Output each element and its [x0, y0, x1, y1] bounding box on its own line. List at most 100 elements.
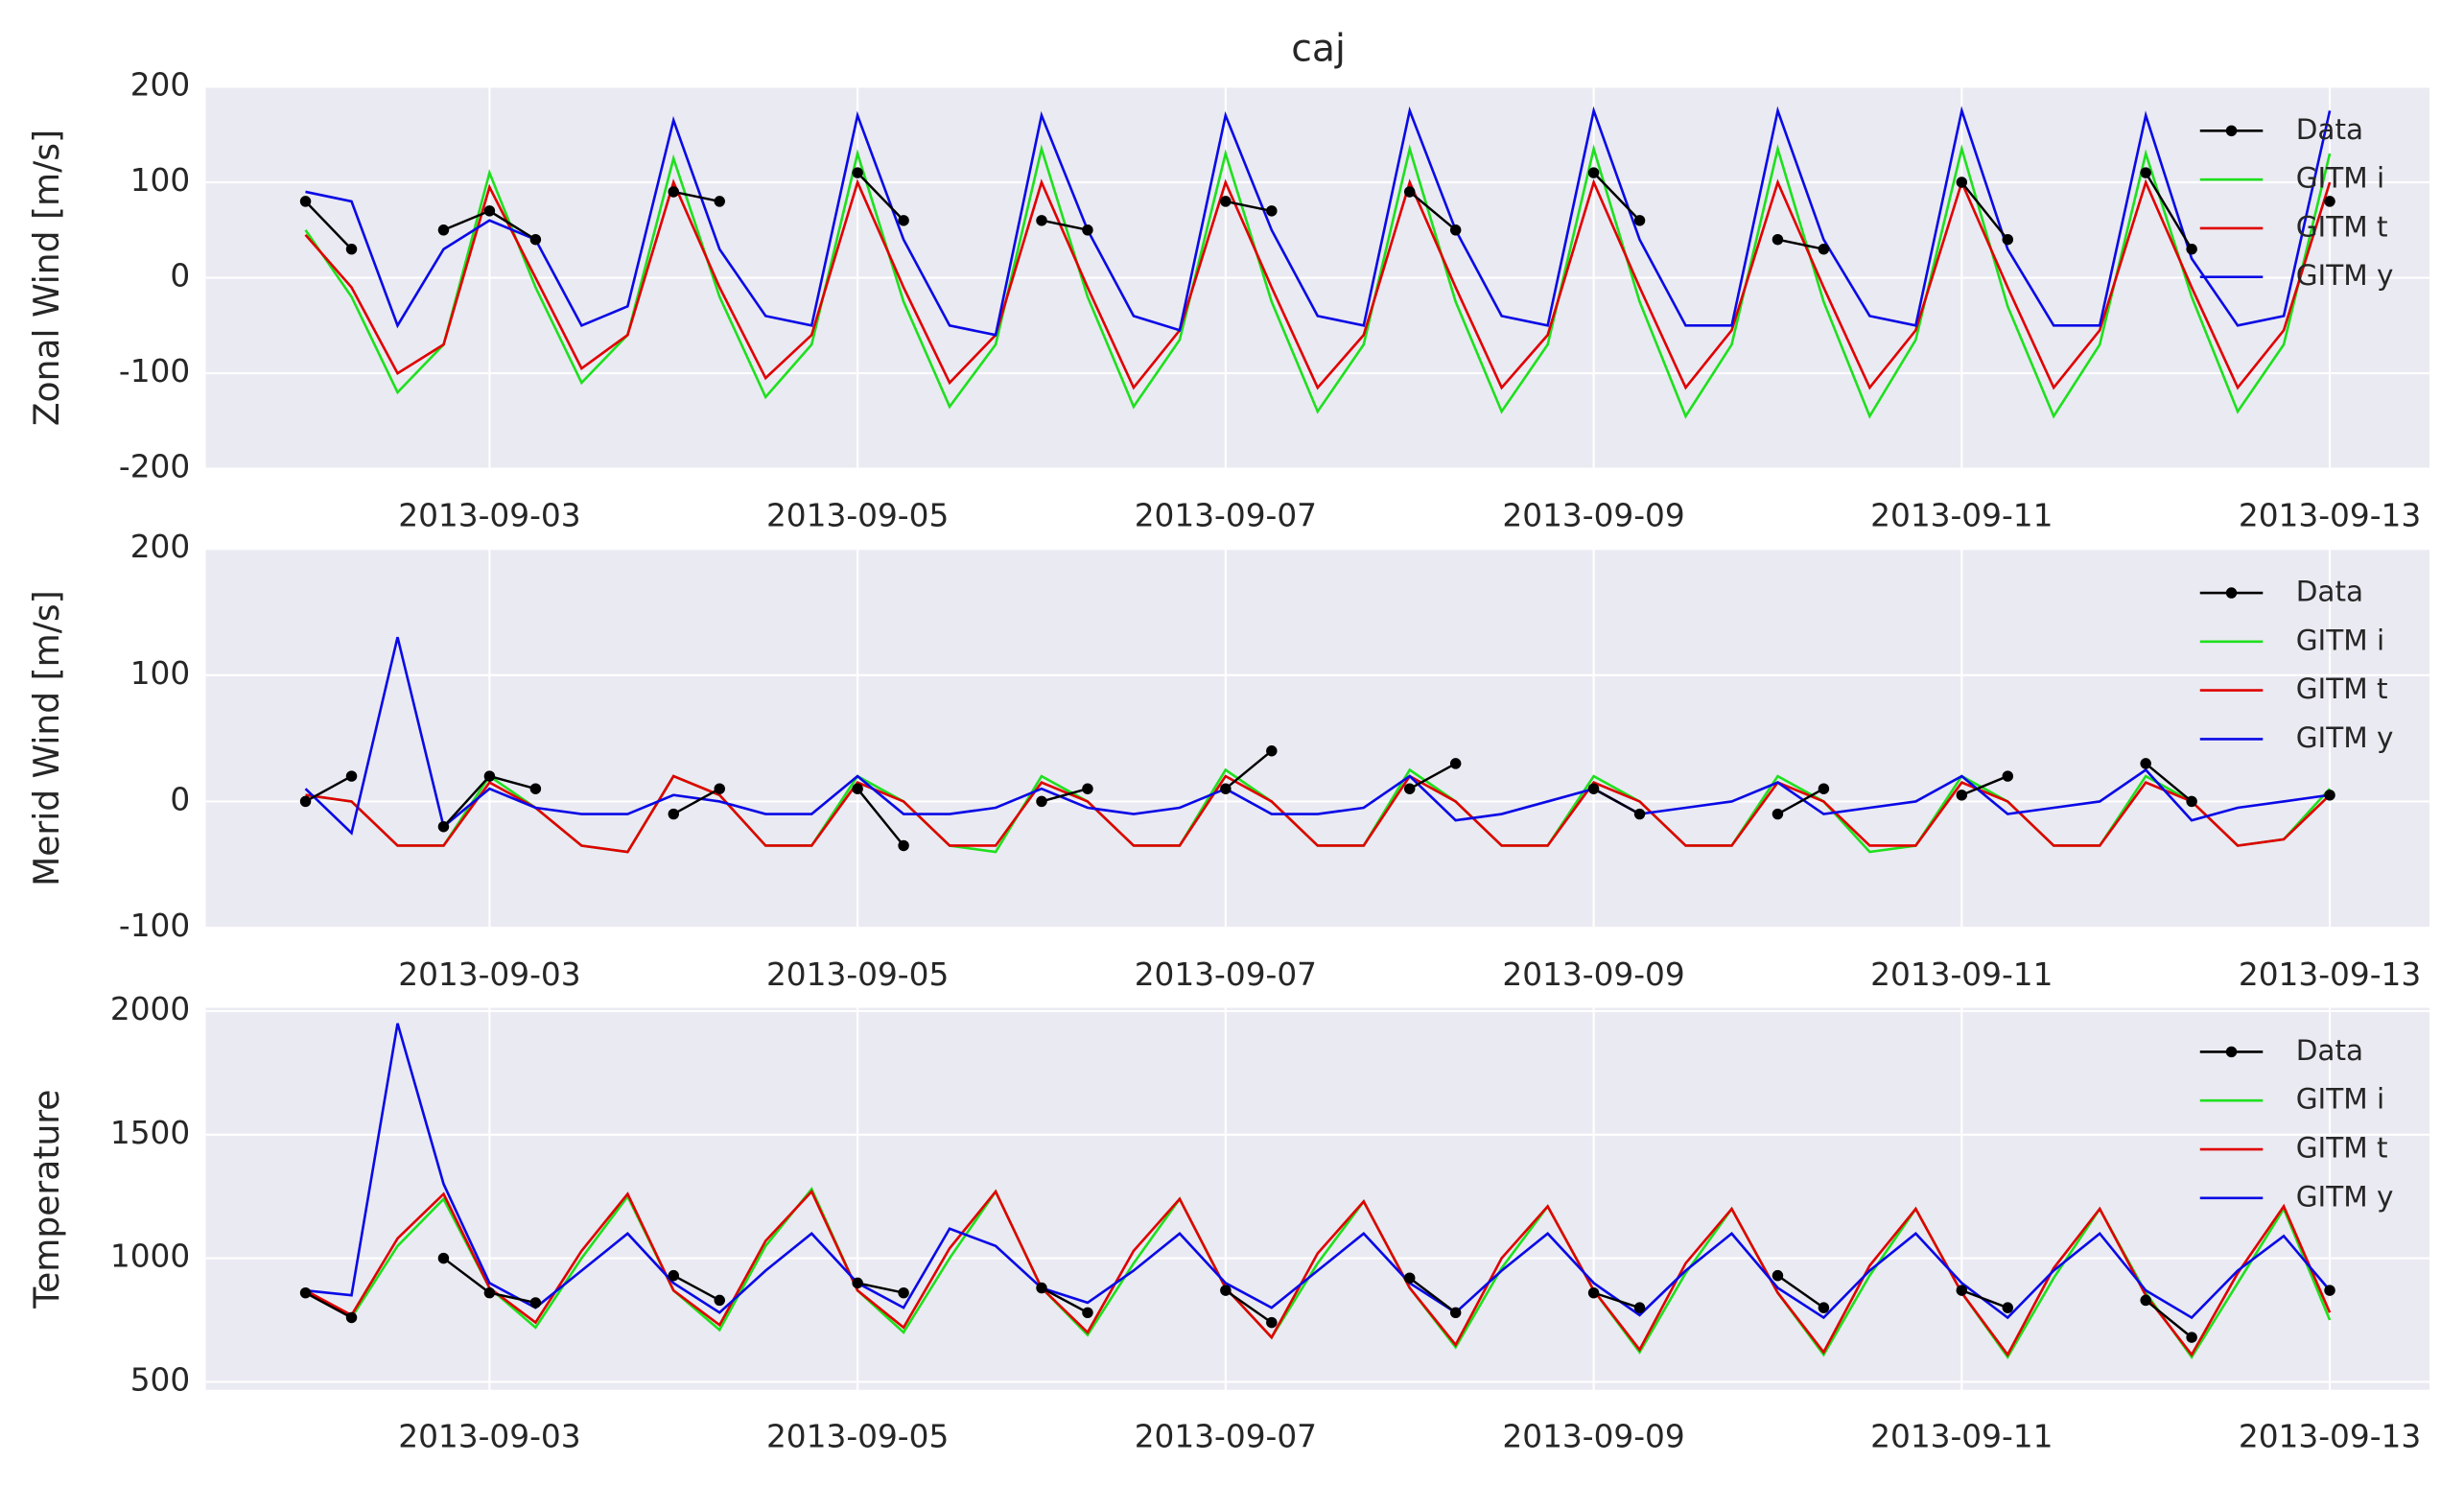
data-point: [852, 167, 863, 178]
data-point: [2140, 758, 2151, 769]
data-point: [483, 1286, 496, 1299]
data-point: [299, 1286, 312, 1299]
y-tick-label: 100: [130, 162, 191, 199]
data-point: [2140, 1294, 2151, 1307]
x-tick-label: 2013-09-07: [1135, 956, 1317, 993]
legend-label: GITM i: [2296, 1083, 2385, 1116]
legend-label: GITM y: [2296, 721, 2394, 754]
series-line: [304, 200, 353, 250]
x-tick-label: 2013-09-11: [1870, 1418, 2053, 1454]
y-tick-label: 200: [130, 66, 191, 103]
data-point: [1818, 783, 1830, 794]
series-line: [1225, 200, 1273, 213]
legend-label: GITM t: [2296, 210, 2388, 243]
data-point: [1220, 196, 1232, 207]
y-axis-label: Merid Wind [m/s]: [28, 590, 67, 886]
data-point: [1772, 1269, 1784, 1282]
data-point: [529, 783, 542, 794]
data-point: [1403, 186, 1416, 198]
data-point: [2324, 790, 2335, 801]
y-tick-label: 0: [170, 781, 190, 817]
legend-label: GITM i: [2296, 162, 2385, 195]
data-point: [1633, 1302, 1646, 1313]
series-line: [304, 1291, 353, 1319]
data-point: [483, 770, 496, 782]
data-point: [1956, 177, 1968, 188]
series-line: [1593, 1291, 1640, 1309]
series-line: [672, 1274, 720, 1302]
data-point: [2140, 167, 2151, 178]
data-point: [1220, 783, 1232, 794]
data-point: [2002, 770, 2014, 782]
data-point: [345, 1311, 358, 1324]
data-point: [2002, 233, 2014, 246]
x-tick-label: 2013-09-13: [2239, 956, 2421, 993]
data-point: [529, 233, 542, 246]
series-line: [1777, 238, 1824, 250]
x-tick-label: 2013-09-09: [1502, 956, 1684, 993]
data-point: [2002, 1302, 2014, 1313]
series-line: [1041, 787, 1089, 803]
y-tick-label: 1500: [110, 1115, 190, 1151]
x-tick-label: 2013-09-09: [1502, 1418, 1684, 1454]
data-point: [1587, 1286, 1600, 1299]
y-tick-label: -100: [119, 908, 190, 944]
x-tick-label: 2013-09-05: [766, 956, 949, 993]
series-line: [857, 172, 904, 222]
series-line: [304, 1189, 2332, 1357]
series-line: [672, 788, 720, 815]
series-line: [672, 190, 720, 203]
series-line: [305, 774, 2331, 854]
legend-label: GITM t: [2296, 1132, 2388, 1165]
y-tick-label: -200: [119, 449, 190, 485]
series-line: [857, 1282, 904, 1294]
data-point: [1266, 745, 1278, 757]
legend-label: Data: [2296, 113, 2363, 146]
data-point: [299, 196, 312, 207]
data-point: [1956, 790, 1968, 801]
legend-label: Data: [2296, 1034, 2363, 1067]
data-point: [1266, 1316, 1278, 1329]
x-tick-label: 2013-09-03: [398, 1418, 580, 1454]
series-line: [304, 636, 2331, 836]
y-tick-label: 2000: [110, 991, 190, 1027]
data-point: [1449, 224, 1462, 236]
x-tick-label: 2013-09-03: [398, 497, 580, 533]
data-point: [714, 1294, 725, 1307]
series-line: [1041, 219, 1089, 231]
x-tick-label: 2013-09-05: [766, 1418, 949, 1454]
series-line: [857, 788, 905, 847]
data-point: [2186, 1332, 2197, 1343]
series-line: [305, 1023, 2332, 1320]
x-tick-label: 2013-09-05: [766, 497, 949, 533]
data-point: [1036, 795, 1047, 808]
y-tick-label: -100: [119, 353, 190, 389]
series-line: [1960, 774, 2008, 796]
data-point: [1082, 1307, 1093, 1319]
legend-label: GITM i: [2296, 624, 2385, 656]
data-point: [852, 783, 863, 794]
data-point: [2186, 243, 2197, 255]
data-point: [2186, 795, 2197, 808]
data-point: [1403, 1272, 1416, 1284]
y-tick-label: 0: [170, 258, 190, 295]
data-point: [1772, 233, 1784, 246]
data-point: [1082, 783, 1093, 794]
figure-title: caj: [1291, 27, 1346, 70]
x-tick-label: 2013-09-13: [2239, 1418, 2421, 1454]
legend-marker: [2225, 587, 2238, 599]
x-tick-label: 2013-09-03: [398, 956, 580, 993]
series-line: [1960, 181, 2009, 241]
data-point: [437, 1252, 450, 1264]
data-point: [898, 839, 909, 852]
data-point: [852, 1277, 863, 1289]
y-tick-label: 200: [130, 529, 191, 565]
data-point: [2324, 196, 2335, 207]
series-line: [1776, 788, 1824, 815]
series-line: [1776, 1274, 1825, 1309]
y-tick-label: 1000: [110, 1238, 190, 1275]
y-axis-label: Temperature: [28, 1090, 67, 1309]
y-tick-label: 100: [130, 655, 191, 692]
